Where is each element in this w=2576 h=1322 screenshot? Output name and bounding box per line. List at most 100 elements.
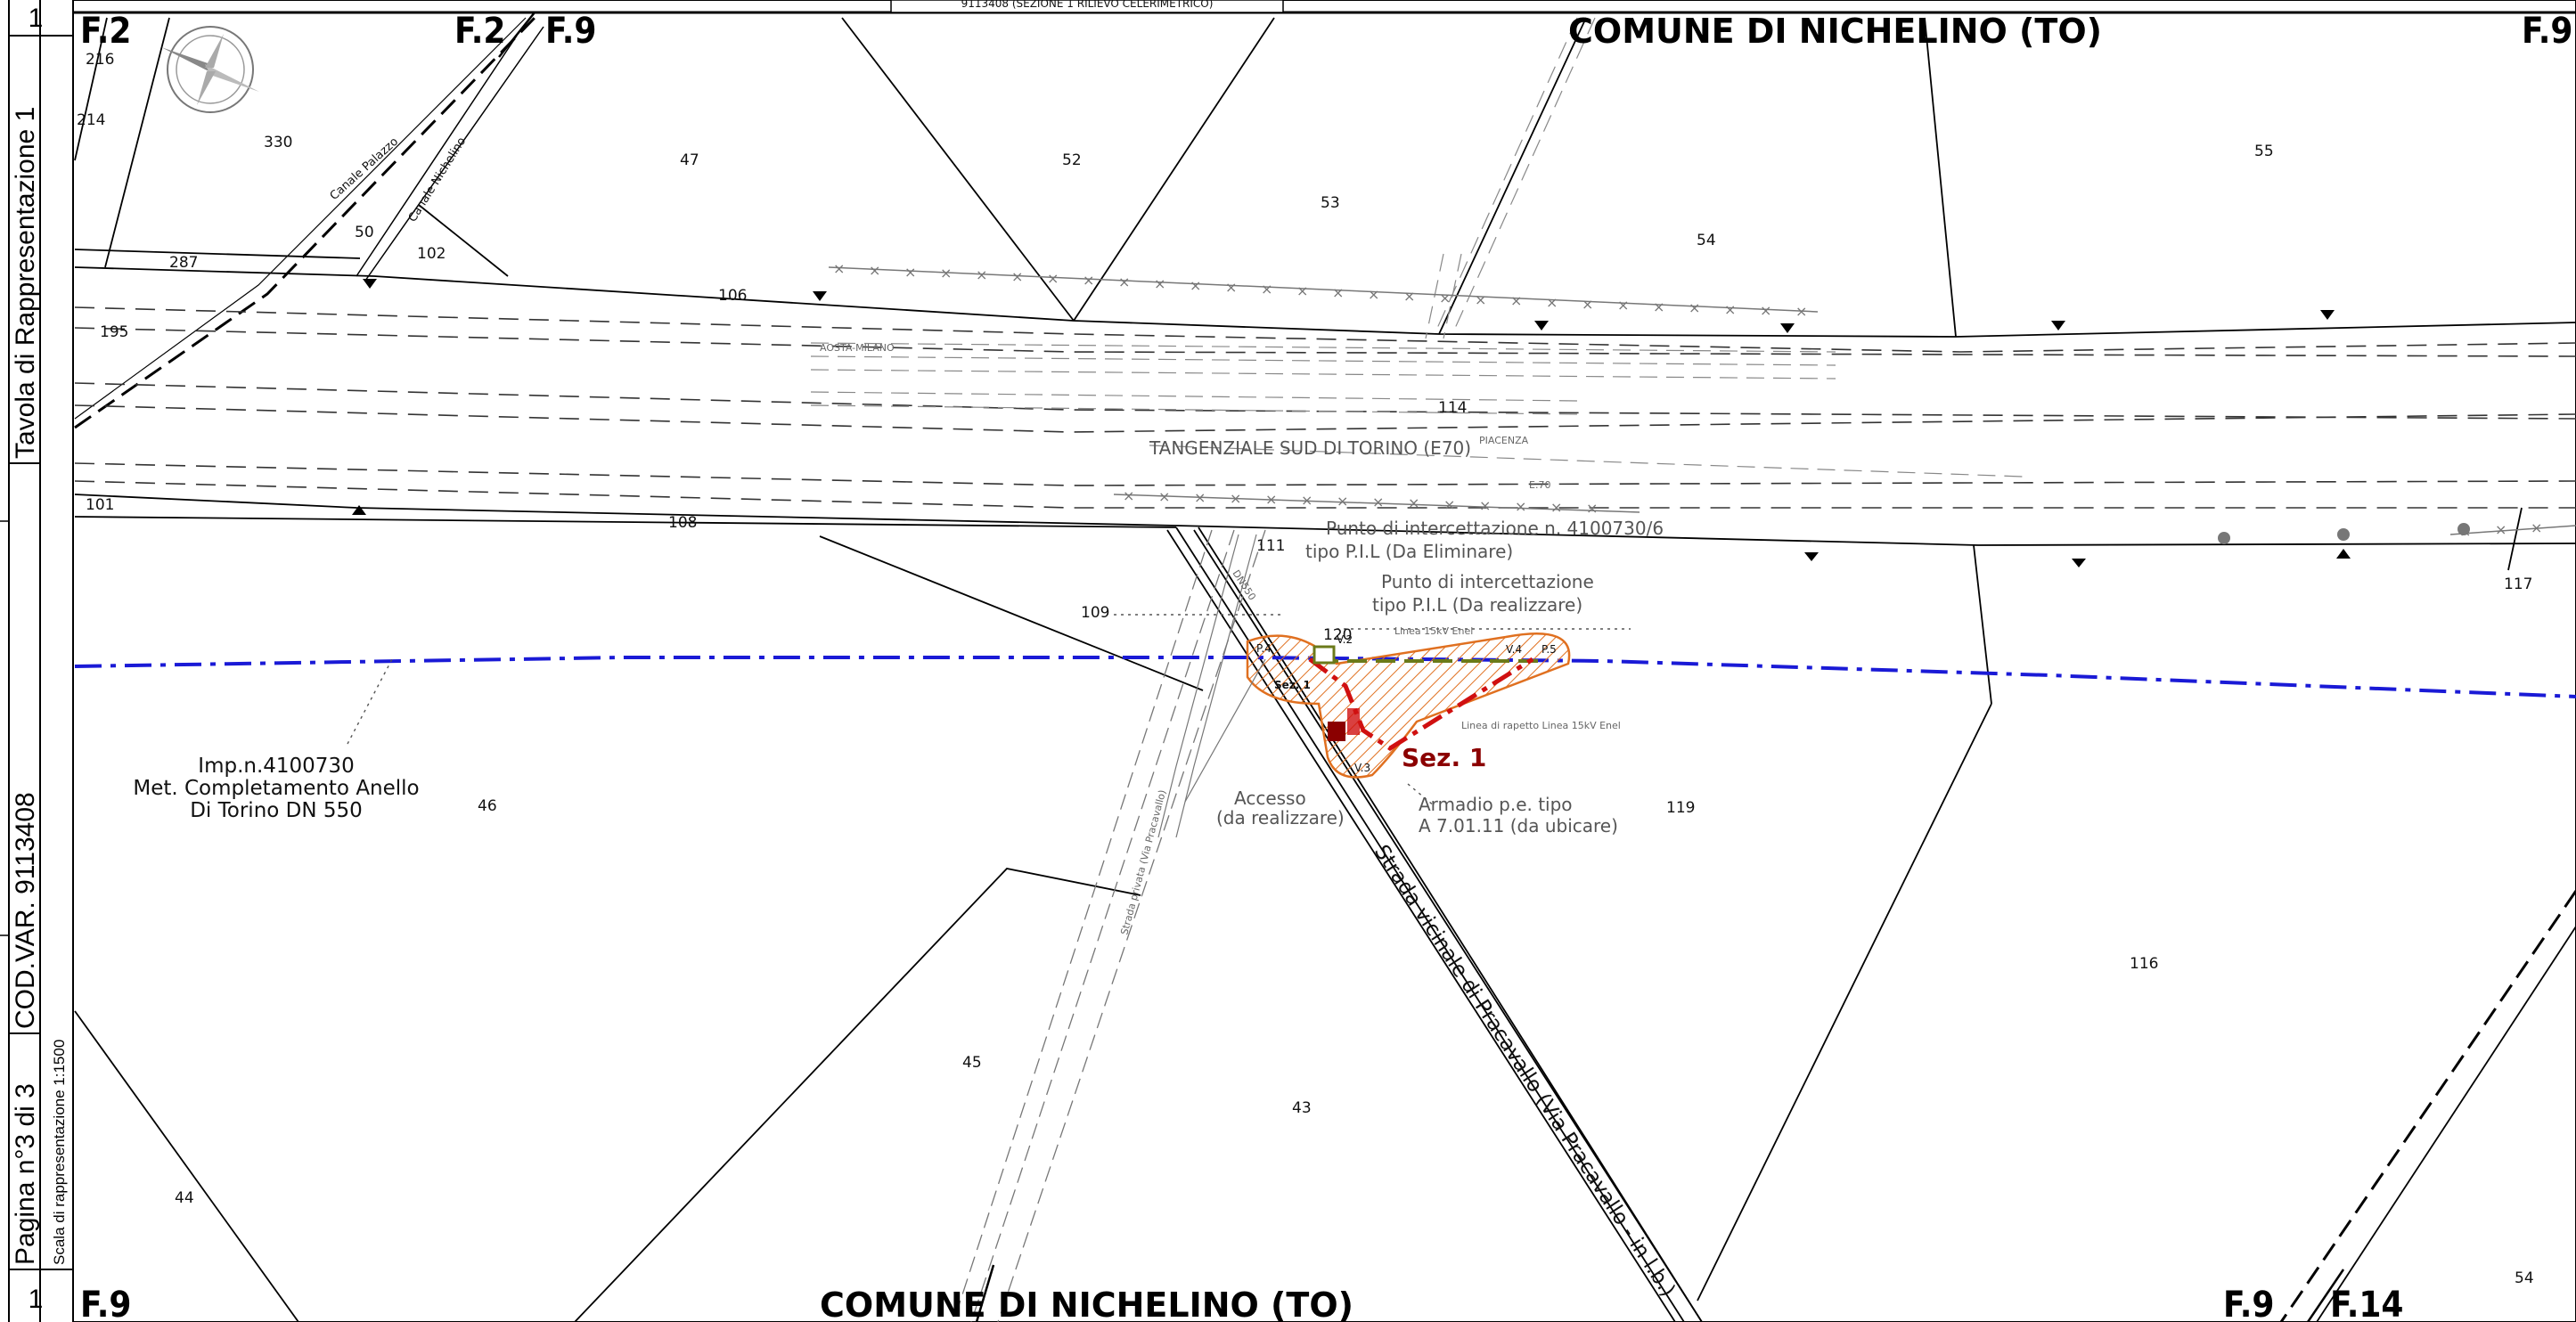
svg-text:×: × [2531, 519, 2542, 536]
canale-nichelino-label: Canale Nichelino [406, 135, 470, 225]
gas-access [1157, 534, 1266, 838]
parcel-number: 54 [1697, 232, 1716, 249]
parcel-numbers: 216 214 330 47 52 53 54 55 50 102 287 10… [77, 51, 2534, 1287]
page-number-bottom: 1 [29, 1285, 44, 1314]
parcel-number: 116 [2130, 955, 2158, 973]
strada-privata-label: Strada privata (Via Pracavallo) [1118, 788, 1168, 936]
svg-text:×: × [1515, 498, 1526, 515]
vertex-label: V.4 [1506, 643, 1522, 656]
svg-text:×: × [1586, 500, 1598, 517]
sezione-small-label: Sez. 1 [1274, 679, 1311, 691]
scala-label: Scala di rappresentazione 1:1500 [51, 1040, 68, 1265]
svg-text:×: × [940, 265, 952, 282]
parcel-number: 52 [1062, 151, 1082, 169]
svg-text:×: × [1296, 282, 1308, 299]
imp-line1: Imp.n.4100730 [198, 755, 354, 778]
svg-text:×: × [833, 260, 845, 277]
svg-text:×: × [1230, 490, 1241, 507]
svg-text:×: × [1332, 284, 1344, 301]
parcel-number: 47 [680, 151, 699, 169]
svg-text:×: × [1158, 488, 1170, 505]
armadio-line2: A 7.01.11 (da ubicare) [1419, 815, 1618, 836]
parcel-number: 50 [355, 224, 374, 241]
parcel-number: 117 [2504, 575, 2532, 593]
pil-realizzare-line1: Punto di intercettazione [1381, 571, 1594, 592]
commune-label-top: COMUNE DI NICHELINO (TO) [1568, 12, 2102, 51]
tangenziale-label: TANGENZIALE SUD DI TORINO (E70) [1149, 437, 1471, 459]
svg-text:×: × [1689, 299, 1700, 316]
sheet-label: F.2 [80, 11, 131, 52]
fence-x-marks: × × × × × × × × × × × × × × × × × × × × × × × × × × × × × × × × × × × × × × ×… [833, 260, 2542, 540]
parcel-number: 54 [2515, 1269, 2534, 1287]
svg-text:×: × [904, 264, 916, 281]
parcel-number: 216 [86, 51, 114, 69]
sheet-label: F.9 [545, 11, 596, 52]
sheet-labels: F.2 F.2 F.9 F.9 F.9 F.9 F.14 [80, 11, 2572, 1322]
svg-text:×: × [2495, 521, 2506, 538]
pil-realizzare-line2: tipo P.I.L (Da realizzare) [1372, 594, 1582, 616]
parcel-number: 111 [1256, 537, 1285, 555]
svg-text:×: × [1261, 281, 1272, 298]
accesso-line1: Accesso [1234, 787, 1306, 809]
svg-text:×: × [1368, 286, 1379, 303]
sezione-label: Sez. 1 [1402, 743, 1486, 772]
svg-text:×: × [1582, 296, 1593, 313]
fence-lines [828, 266, 2576, 535]
commune-label-bottom: COMUNE DI NICHELINO (TO) [820, 1285, 1353, 1322]
page-number-top: 1 [29, 4, 44, 33]
parcel-number: 43 [1292, 1099, 1312, 1117]
parcel-number: 195 [100, 323, 128, 341]
leader-lines [347, 614, 1631, 807]
parcel-number: 120 [1323, 626, 1352, 644]
svg-text:×: × [1083, 272, 1094, 289]
svg-text:×: × [1510, 292, 1522, 309]
parcel-number: 119 [1666, 799, 1695, 817]
strada-vicinale-label: Strada vicinale di Pracavallo (Via Praca… [1370, 841, 1680, 1301]
parcel-number: 106 [718, 287, 747, 305]
cod-var-label: COD.VAR. 9113408 [11, 792, 40, 1029]
svg-text:×: × [1617, 297, 1629, 314]
svg-text:×: × [1225, 279, 1237, 296]
svg-text:×: × [1337, 493, 1348, 510]
linea-enel-label: Linea 15kV Enel [1394, 625, 1473, 637]
parcel-number: 108 [668, 514, 697, 532]
tavola-label: Tavola di Rappresentazione 1 [11, 107, 40, 459]
e70-label: E.70 [1529, 479, 1550, 491]
tangenziale-lanes [74, 306, 2576, 509]
parcel-number: 114 [1438, 399, 1467, 417]
parcel-number: 109 [1081, 604, 1109, 622]
pil-eliminare-line1: Punto di intercettazione n. 4100730/6 [1326, 518, 1664, 539]
svg-text:×: × [1795, 303, 1807, 320]
parcel-number: 330 [264, 134, 292, 151]
svg-text:×: × [1372, 494, 1384, 510]
svg-text:×: × [1550, 499, 1562, 516]
svg-text:×: × [1479, 497, 1491, 514]
parcel-number: 214 [77, 111, 105, 129]
svg-text:×: × [1724, 301, 1736, 318]
piacenza-label: PIACENZA [1479, 435, 1529, 446]
sheet-label: F.2 [454, 11, 505, 52]
svg-text:×: × [1194, 489, 1206, 506]
svg-text:×: × [1123, 487, 1134, 504]
parcel-number: 46 [478, 797, 497, 815]
svg-text:×: × [1443, 496, 1455, 513]
linea-rapetto-label: Linea di rapetto Linea 15kV Enel [1461, 720, 1621, 731]
imp-line2: Met. Completamento Anello [133, 777, 419, 800]
svg-text:×: × [1475, 291, 1486, 308]
vertex-label: V.3 [1354, 762, 1370, 774]
sheet-label: F.9 [80, 1285, 131, 1322]
pagina-label: Pagina n°3 di 3 [11, 1083, 40, 1265]
svg-text:×: × [1047, 270, 1059, 287]
work-area [1246, 632, 1571, 779]
svg-text:×: × [976, 266, 987, 283]
survey-markers [352, 279, 2470, 567]
map-frame [72, 0, 2576, 1322]
svg-text:×: × [1408, 494, 1419, 511]
parcel-number: 55 [2254, 143, 2274, 160]
parcel-number: 45 [962, 1054, 982, 1072]
svg-text:×: × [1265, 491, 1277, 508]
parcel-number: 53 [1321, 194, 1340, 212]
title-block: 1 1 Tavola di Rappresentazione 1 COD.VAR… [0, 0, 74, 1322]
imp-line3: Di Torino DN 550 [190, 799, 363, 822]
